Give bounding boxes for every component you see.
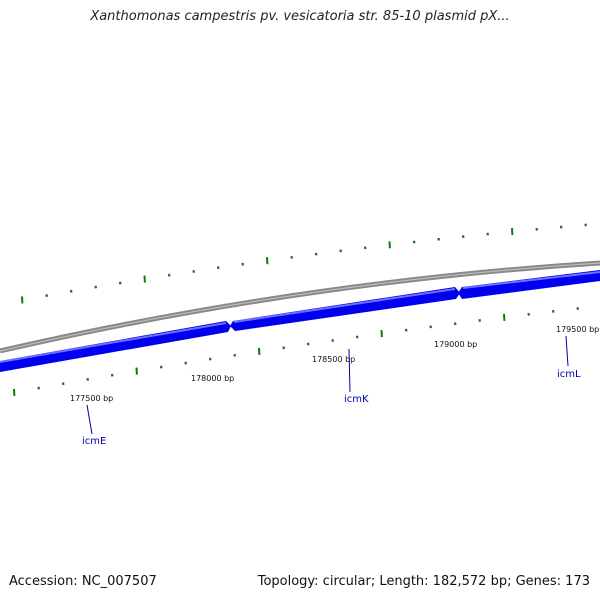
gene-block-icmK-highlight: [233, 288, 456, 323]
tick-label-179000: 179000 bp: [434, 340, 477, 349]
gene-block-icmL-highlight: [462, 271, 600, 289]
tick-label-177500: 177500 bp: [70, 394, 113, 403]
summary-label: Topology: circular; Length: 182,572 bp; …: [257, 574, 590, 589]
backbone-highlight: [0, 262, 600, 352]
gene-track: [0, 270, 600, 372]
gene-label-icmL[interactable]: icmL: [557, 369, 581, 380]
gc-content-track-outer: [21, 223, 587, 304]
map-title: Xanthomonas campestris pv. vesicatoria s…: [90, 9, 510, 24]
gene-leader-icmE: [86, 404, 93, 435]
gene-block-icmE-highlight: [0, 322, 227, 363]
tick-label-179500: 179500 bp: [556, 325, 599, 334]
tick-label-178500: 178500 bp: [312, 355, 355, 364]
gene-leader-icmL: [565, 335, 569, 367]
gene-label-icmE[interactable]: icmE: [82, 436, 106, 447]
gene-block-icmE[interactable]: [0, 321, 231, 372]
gene-block-icmK[interactable]: [230, 287, 460, 331]
gene-block-icmL[interactable]: [458, 270, 600, 299]
gc-content-track-inner: [13, 307, 579, 397]
backbone-strand: [0, 260, 600, 354]
accession-label: Accession: NC_007507: [9, 574, 157, 589]
tick-label-178000: 178000 bp: [191, 374, 234, 383]
gene-leader-icmK: [348, 348, 351, 393]
gene-label-icmK[interactable]: icmK: [344, 394, 369, 405]
